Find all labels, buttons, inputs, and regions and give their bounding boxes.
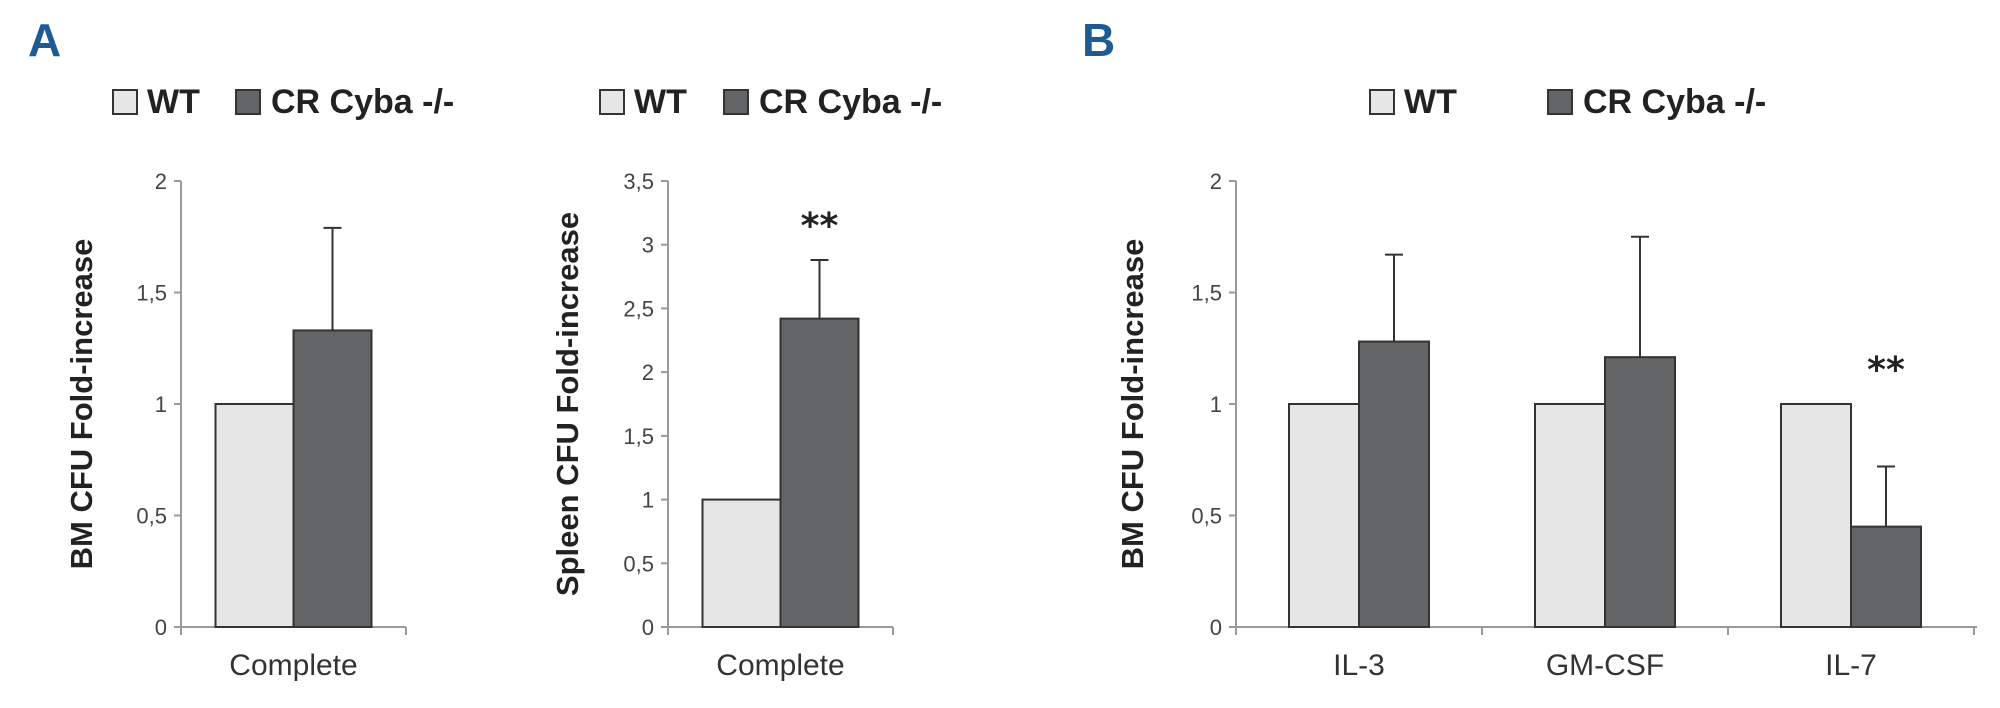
y-tick-label: 1 xyxy=(642,488,654,513)
y-tick-label: 3,5 xyxy=(623,169,654,194)
significance-marker: ** xyxy=(801,206,839,247)
bar-cr-cyba xyxy=(1358,340,1430,628)
legend-swatch-wt xyxy=(1369,89,1395,115)
legend-swatch-cr-cyba xyxy=(1547,89,1573,115)
y-tick-label: 0 xyxy=(155,615,167,640)
x-category-label: Complete xyxy=(229,649,357,682)
bar-wt xyxy=(1780,403,1852,628)
bar-cr-cyba xyxy=(1850,525,1922,629)
y-tick-label: 0 xyxy=(1210,615,1222,640)
y-tick-label: 1,5 xyxy=(1191,281,1222,306)
y-tick-label: 0 xyxy=(642,615,654,640)
bar-wt xyxy=(1534,403,1606,628)
legend-label-cr-cyba: CR Cyba -/- xyxy=(271,83,454,121)
y-tick-label: 2 xyxy=(155,169,167,194)
legend-label-wt: WT xyxy=(147,83,200,121)
bar-wt xyxy=(214,403,295,628)
bar-cr-cyba xyxy=(1604,356,1676,628)
bar-wt xyxy=(701,498,782,629)
panel-letter-b: B xyxy=(1082,14,1115,66)
y-axis-title: BM CFU Fold-increase xyxy=(1115,239,1150,570)
legend-swatch-cr-cyba xyxy=(235,89,261,115)
x-category-label: IL-7 xyxy=(1825,649,1877,682)
chart-2: WT CR Cyba -/- 0 0,5 1 1,5 2 2,5 3 3,5 Spleen CFU … xyxy=(550,83,942,682)
bar-cr-cyba xyxy=(779,317,860,628)
bar-wt xyxy=(1288,403,1360,628)
y-tick-label: 2 xyxy=(1210,169,1222,194)
x-category-label: IL-3 xyxy=(1333,649,1385,682)
y-axis-title: Spleen CFU Fold-increase xyxy=(550,212,585,596)
y-tick-label: 1,5 xyxy=(136,281,167,306)
bar-cr-cyba xyxy=(292,329,373,628)
y-axis-title: BM CFU Fold-increase xyxy=(64,239,99,570)
x-category-label: GM-CSF xyxy=(1546,649,1664,682)
y-tick-label: 1 xyxy=(1210,392,1222,417)
y-tick-label: 1 xyxy=(155,392,167,417)
y-tick-label: 1,5 xyxy=(623,424,654,449)
y-tick-label: 2,5 xyxy=(623,296,654,321)
x-category-label: Complete xyxy=(716,649,844,682)
legend-label-wt: WT xyxy=(634,83,687,121)
legend-label-wt: WT xyxy=(1404,83,1457,121)
y-tick-label: 0,5 xyxy=(136,504,167,529)
chart-1: WT CR Cyba -/- 0 0,5 1 1,5 2 BM CFU Fold-increa… xyxy=(64,83,454,682)
y-tick-label: 0,5 xyxy=(1191,504,1222,529)
y-tick-label: 0,5 xyxy=(623,551,654,576)
significance-marker: ** xyxy=(1867,350,1905,391)
y-tick-label: 2 xyxy=(642,360,654,385)
y-tick-label: 3 xyxy=(642,233,654,258)
legend-swatch-cr-cyba xyxy=(723,89,749,115)
chart-3: WT CR Cyba -/- 0 0,5 1 1,5 2 BM CFU Fold-increa… xyxy=(1115,83,1977,682)
legend-label-cr-cyba: CR Cyba -/- xyxy=(759,83,942,121)
panel-letter-a: A xyxy=(28,14,61,66)
charts-layer: WT CR Cyba -/- 0 0,5 1 1,5 2 BM CFU Fold-increa… xyxy=(64,83,1977,682)
legend-label-cr-cyba: CR Cyba -/- xyxy=(1583,83,1766,121)
legend-swatch-wt xyxy=(112,89,138,115)
legend-swatch-wt xyxy=(599,89,625,115)
